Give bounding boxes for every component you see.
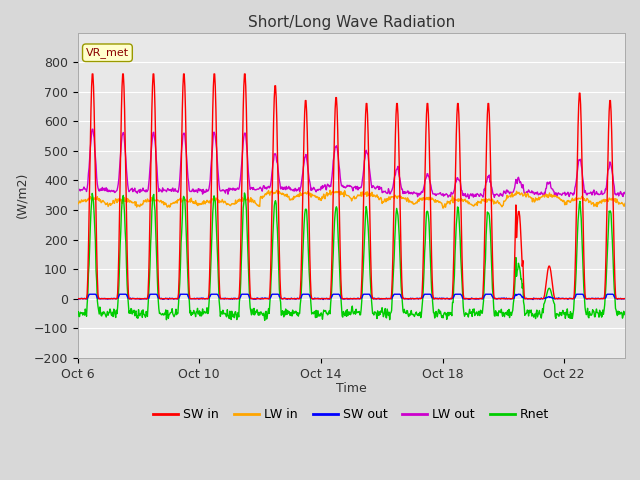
X-axis label: Time: Time [336,382,367,395]
Text: VR_met: VR_met [86,48,129,58]
Y-axis label: (W/m2): (W/m2) [15,172,28,218]
Legend: SW in, LW in, SW out, LW out, Rnet: SW in, LW in, SW out, LW out, Rnet [148,403,554,426]
Title: Short/Long Wave Radiation: Short/Long Wave Radiation [248,15,455,30]
